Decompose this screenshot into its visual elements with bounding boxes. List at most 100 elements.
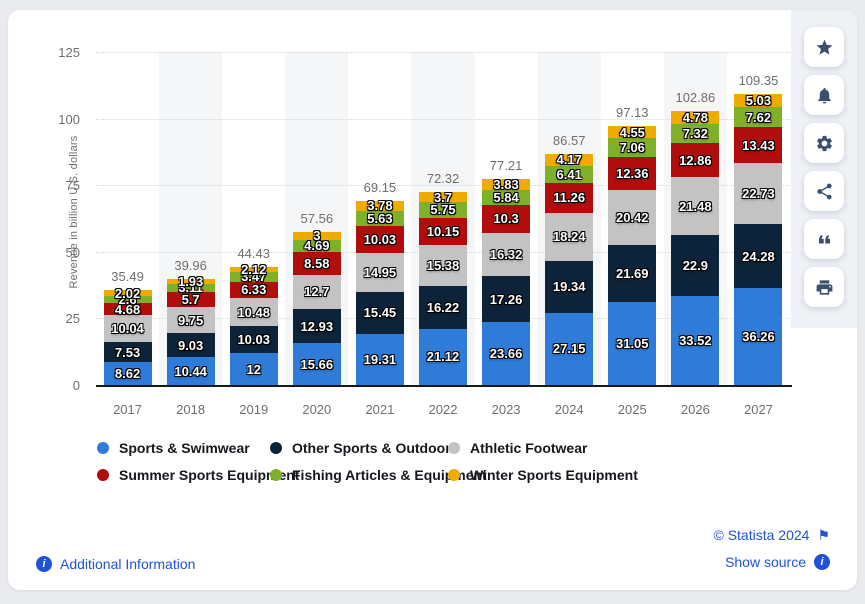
alert-button[interactable]	[804, 75, 844, 115]
bar-segment[interactable]: 19.34	[545, 261, 594, 313]
bar-segment[interactable]: 15.45	[355, 292, 404, 334]
bar-segment[interactable]: 5.03	[734, 93, 783, 108]
bar-segment[interactable]: 12.93	[292, 308, 341, 344]
bar-segment[interactable]: 5.84	[482, 189, 531, 206]
share-button[interactable]	[804, 171, 844, 211]
bar-segment[interactable]: 10.48	[229, 298, 278, 327]
bar-segment[interactable]: 4.17	[545, 152, 594, 167]
legend-item[interactable]: Summer Sports Equipment	[97, 467, 299, 483]
bar-segment[interactable]: 22.9	[671, 234, 720, 296]
bar-segment[interactable]: 12	[229, 353, 278, 385]
bar-segment[interactable]: 2.12	[229, 262, 278, 277]
bar-segment[interactable]: 1.93	[166, 274, 215, 289]
bar-segment[interactable]: 16.32	[482, 232, 531, 276]
bar-segment[interactable]: 3.11	[166, 280, 215, 295]
bar-segment[interactable]: 9.03	[166, 333, 215, 358]
bar-segment[interactable]: 10.04	[103, 315, 152, 342]
bar-segment[interactable]: 20.42	[608, 190, 657, 245]
bar-segment[interactable]: 22.73	[734, 163, 783, 224]
bar-value-label: 3.78	[367, 198, 393, 214]
bar-segment[interactable]: 5.63	[355, 210, 404, 226]
favorite-button[interactable]	[804, 27, 844, 67]
legend-item[interactable]: Fishing Articles & Equipment	[270, 467, 487, 483]
bar-segment[interactable]: 11.26	[545, 182, 594, 213]
legend-marker	[270, 469, 282, 481]
star-icon	[816, 39, 832, 55]
show-source-link[interactable]: Show source i	[725, 554, 830, 570]
bar-segment[interactable]: 8.62	[103, 362, 152, 385]
bar-segment[interactable]: 10.03	[229, 326, 278, 354]
flag-icon: ⚑	[817, 527, 830, 543]
bar-segment[interactable]: 23.66	[482, 321, 531, 385]
bar-segment[interactable]: 36.26	[734, 288, 783, 385]
bar-segment[interactable]: 3	[292, 228, 341, 243]
settings-button[interactable]	[804, 123, 844, 163]
bar-value-label: 5.7	[181, 292, 200, 308]
bar-segment[interactable]: 3.83	[482, 177, 531, 192]
bar-segment[interactable]: 21.69	[608, 244, 657, 303]
bar-segment[interactable]: 6.41	[545, 165, 594, 183]
bar-segment[interactable]: 24.28	[734, 223, 783, 289]
legend-item[interactable]: Other Sports & Outdoor	[270, 440, 451, 456]
bar-segment[interactable]: 6.33	[229, 281, 278, 299]
bar-segment[interactable]: 15.66	[292, 343, 341, 385]
y-tick-label: 0	[72, 378, 80, 393]
legend-item[interactable]: Athletic Footwear	[448, 440, 777, 456]
bar-segment[interactable]: 10.44	[166, 357, 215, 385]
bar-segment[interactable]: 3.78	[355, 198, 404, 214]
bar-segment[interactable]: 7.62	[734, 107, 783, 128]
bar-total-label: 35.49	[111, 269, 144, 285]
bar-segment[interactable]: 5.75	[419, 202, 467, 218]
bar-segment[interactable]: 4.78	[671, 110, 720, 125]
statista-copyright-link[interactable]: © Statista 2024 ⚑	[714, 527, 831, 543]
bar-segment[interactable]: 4.55	[608, 125, 657, 140]
bar-value-label: 16.22	[426, 299, 460, 315]
print-button[interactable]	[804, 267, 844, 307]
bar-value-label: 13.43	[742, 137, 775, 153]
bar-segment[interactable]: 7.32	[671, 123, 720, 144]
bar-segment[interactable]: 33.52	[671, 295, 720, 385]
bar-value-label: 10.3	[493, 211, 519, 227]
bar-segment[interactable]: 21.12	[419, 328, 467, 385]
bar-total-label: 44.43	[237, 245, 270, 261]
legend-item[interactable]: Sports & Swimwear	[97, 440, 270, 456]
bar-segment[interactable]: 10.15	[419, 217, 467, 245]
bar-segment[interactable]: 5.7	[166, 292, 215, 308]
bar-segment[interactable]: 16.22	[419, 285, 467, 329]
bar-segment[interactable]: 15.38	[419, 244, 467, 286]
bar-value-label: 10.48	[237, 304, 270, 320]
bar-segment[interactable]: 8.58	[292, 252, 341, 276]
bar-value-label: 5.75	[430, 202, 456, 218]
bar-segment[interactable]: 10.03	[355, 225, 404, 253]
additional-information-label: Additional Information	[60, 556, 196, 572]
legend-item[interactable]: Winter Sports Equipment	[448, 467, 777, 483]
bar-value-label: 31.05	[615, 336, 649, 352]
bar-value-label: 2.02	[114, 285, 141, 301]
bar-segment[interactable]: 4.68	[103, 302, 152, 317]
bar-segment[interactable]: 2.02	[103, 286, 152, 301]
bar-segment[interactable]: 7.53	[103, 342, 152, 363]
cite-button[interactable]	[804, 219, 844, 259]
legend-label: Athletic Footwear	[470, 440, 588, 456]
bar-value-label: 3.11	[178, 280, 203, 296]
bar-segment[interactable]: 18.24	[545, 212, 594, 262]
bar-segment[interactable]: 3.7	[419, 190, 467, 205]
bar-segment[interactable]: 10.3	[482, 205, 531, 233]
additional-information-link[interactable]: i Additional Information	[36, 556, 195, 572]
bar-segment[interactable]: 9.75	[166, 307, 215, 334]
bar-segment[interactable]: 12.7	[292, 275, 341, 309]
bar-segment[interactable]: 27.15	[545, 312, 594, 385]
bar-segment[interactable]: 14.95	[355, 252, 404, 293]
bar-value-label: 21.12	[426, 349, 460, 365]
bar-segment[interactable]: 13.43	[734, 127, 783, 164]
bar-segment[interactable]: 3.47	[229, 269, 278, 284]
bar-segment[interactable]: 19.31	[355, 333, 404, 385]
bar-segment[interactable]: 12.36	[608, 157, 657, 191]
bar-segment[interactable]: 17.26	[482, 276, 531, 322]
bar-segment[interactable]: 7.06	[608, 138, 657, 158]
bar-segment[interactable]: 31.05	[608, 302, 657, 385]
bar-value-label: 12.93	[300, 318, 334, 334]
bar-segment[interactable]: 4.69	[292, 238, 341, 253]
bar-segment[interactable]: 12.86	[671, 143, 720, 178]
bar-segment[interactable]: 21.48	[671, 177, 720, 235]
